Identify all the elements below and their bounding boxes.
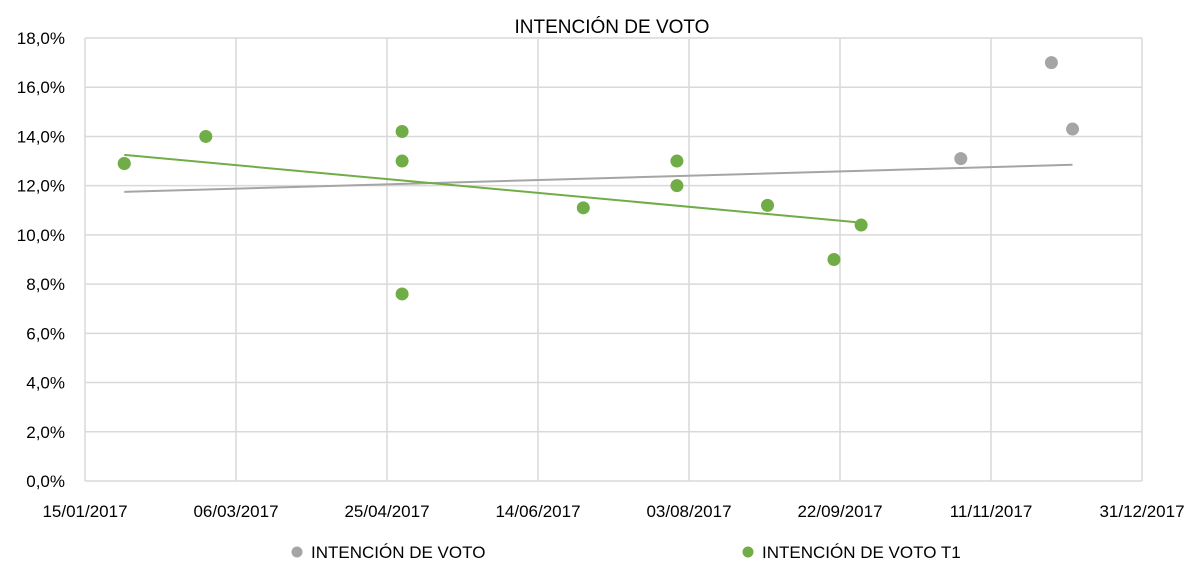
data-point-series-2 xyxy=(761,198,775,212)
y-tick-label: 6,0% xyxy=(26,324,65,343)
y-tick-label: 16,0% xyxy=(17,78,65,97)
y-tick-label: 8,0% xyxy=(26,275,65,294)
x-tick-labels: 15/01/2017 06/03/2017 25/04/2017 14/06/2017… xyxy=(42,502,1184,521)
data-point-series-2 xyxy=(117,157,131,171)
data-point-series-2 xyxy=(199,129,213,143)
data-point-series-2 xyxy=(395,154,409,168)
data-point-series-1 xyxy=(1066,122,1080,136)
x-tick-label: 03/08/2017 xyxy=(646,502,731,521)
data-point-series-2 xyxy=(827,253,841,266)
y-tick-label: 10,0% xyxy=(17,226,65,245)
y-tick-labels: 0,0% 2,0% 4,0% 6,0% 8,0% 10,0% 12,0% 14,0% 16,0%… xyxy=(17,29,65,491)
chart-title: INTENCIÓN DE VOTO xyxy=(515,16,710,38)
data-point-series-2 xyxy=(576,201,590,215)
x-tick-label: 25/04/2017 xyxy=(344,502,429,521)
data-point-series-2 xyxy=(854,218,868,232)
legend-label-series-2: INTENCIÓN DE VOTO T1 xyxy=(762,543,961,562)
data-point-series-2 xyxy=(395,125,409,139)
trendline-series-2 xyxy=(124,153,862,224)
grid-layer xyxy=(84,37,1143,482)
y-tick-label: 12,0% xyxy=(17,177,65,196)
y-tick-label: 18,0% xyxy=(17,29,65,48)
data-point-series-2 xyxy=(670,179,684,193)
data-point-series-1 xyxy=(1044,56,1058,70)
x-tick-label: 06/03/2017 xyxy=(193,502,278,521)
trendline-series-1 xyxy=(124,163,1073,193)
y-tick-label: 4,0% xyxy=(26,374,65,393)
y-tick-label: 2,0% xyxy=(26,423,65,442)
x-tick-label: 14/06/2017 xyxy=(495,502,580,521)
y-tick-label: 0,0% xyxy=(26,472,65,491)
legend-marker-series-2 xyxy=(742,546,754,558)
trendline-layer xyxy=(124,153,1073,224)
point-layer xyxy=(117,56,1080,301)
legend: INTENCIÓN DE VOTO INTENCIÓN DE VOTO T1 xyxy=(291,543,961,562)
legend-label-series-1: INTENCIÓN DE VOTO xyxy=(311,543,485,562)
data-point-series-2 xyxy=(395,287,409,301)
legend-marker-series-1 xyxy=(291,546,303,558)
data-point-series-2 xyxy=(670,154,684,168)
x-tick-label: 11/11/2017 xyxy=(950,502,1033,521)
x-tick-label: 31/12/2017 xyxy=(1099,502,1184,521)
x-tick-label: 22/09/2017 xyxy=(797,502,882,521)
y-tick-label: 14,0% xyxy=(17,127,65,146)
x-tick-label: 15/01/2017 xyxy=(42,502,127,521)
data-point-series-1 xyxy=(954,152,968,166)
